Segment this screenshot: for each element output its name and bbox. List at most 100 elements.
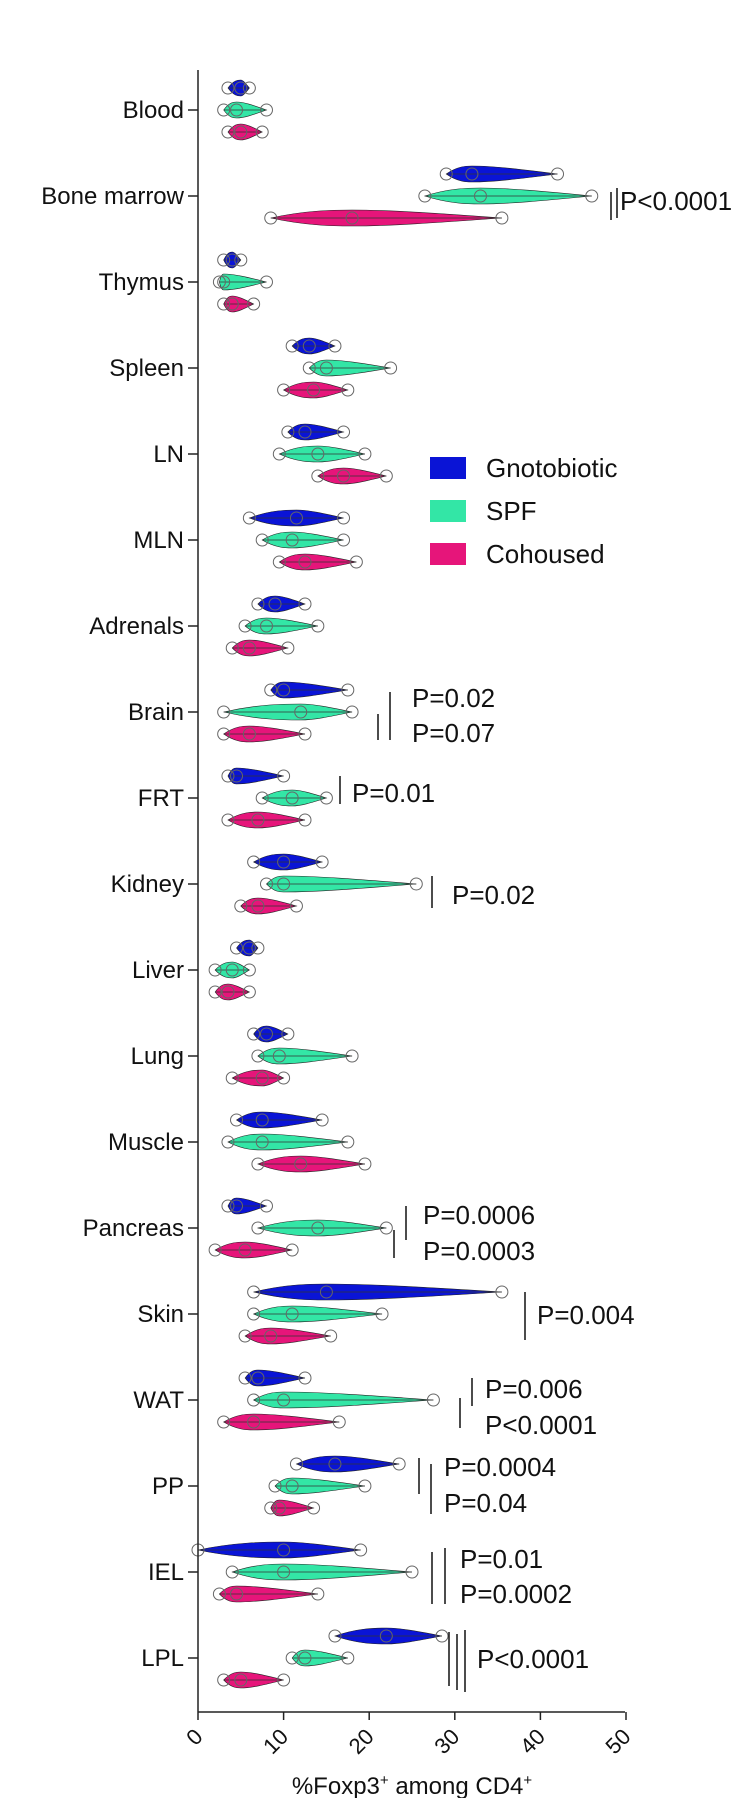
data-point [277,877,291,891]
data-point [268,1479,282,1493]
data-point [225,297,239,311]
data-point [212,1587,226,1601]
data-point [255,125,269,139]
data-point [221,1135,235,1149]
p-value-wat-0: P=0.006 [485,1374,583,1404]
data-point [225,641,239,655]
data-point [277,855,291,869]
data-point [289,511,303,525]
data-point [289,899,303,913]
data-point [294,1157,308,1171]
data-point [255,791,269,805]
data-point [238,1329,252,1343]
data-point [272,447,286,461]
y-tick-label-brain: Brain [128,699,184,726]
data-point [319,361,333,375]
data-point [272,1501,286,1515]
data-point [251,1049,265,1063]
data-point [251,1157,265,1171]
data-point [230,1113,244,1127]
data-point [307,1501,321,1515]
data-point [234,1673,248,1687]
data-point [251,1221,265,1235]
data-point [551,167,565,181]
data-point [208,1243,222,1257]
p-value-pancreas-1: P=0.0003 [423,1236,535,1266]
data-point [298,1651,312,1665]
data-point [251,597,265,611]
x-axis-label: %Foxp3+ among CD4+ [292,1772,533,1798]
data-point [294,705,308,719]
data-point [251,941,265,955]
data-point [242,511,256,525]
data-point [255,533,269,547]
data-point [298,597,312,611]
data-point [495,1285,509,1299]
data-point [405,1565,419,1579]
data-point [255,1135,269,1149]
data-point [328,1629,342,1643]
data-point [337,511,351,525]
x-tick-label-30: 30 [429,1724,464,1759]
data-point [358,447,372,461]
data-point [311,447,325,461]
data-point [285,1651,299,1665]
data-point [234,253,248,267]
data-point [221,813,235,827]
data-point [302,339,316,353]
data-point [345,211,359,225]
y-tick-label-pancreas: Pancreas [83,1215,184,1242]
data-point [298,813,312,827]
y-tick-label-lung: Lung [131,1043,184,1070]
data-point [409,877,423,891]
data-point [234,81,248,95]
x-tick-label-20: 20 [344,1724,379,1759]
data-point [277,383,291,397]
data-point [328,339,342,353]
p-value-wat-1: P<0.0001 [485,1410,597,1440]
data-point [426,1393,440,1407]
data-point [242,963,256,977]
p-value-pp-1: P=0.04 [444,1488,527,1518]
data-point [392,1457,406,1471]
data-point [302,361,316,375]
legend: Gnotobiotic SPF Cohoused [430,453,618,569]
data-point [345,1049,359,1063]
data-point [298,1371,312,1385]
data-point [221,1199,235,1213]
p-value-brain-0: P=0.02 [412,683,495,713]
data-point [298,727,312,741]
data-point [225,963,239,977]
data-point [221,81,235,95]
y-tick-label-frt: FRT [138,785,185,812]
p-value-bone-marrow-0: P<0.0001 [620,186,732,216]
x-tick-label-40: 40 [515,1724,550,1759]
data-point [585,189,599,203]
p-value-iel-0: P=0.01 [460,1544,543,1574]
data-point [259,1027,273,1041]
data-point [225,253,239,267]
data-point [264,683,278,697]
violins [191,79,599,1689]
data-point [272,1049,286,1063]
data-point [221,769,235,783]
data-point [277,1071,291,1085]
data-point [418,189,432,203]
y-tick-label-bone-marrow: Bone marrow [41,183,184,210]
data-point [238,1371,252,1385]
y-tick-label-thymus: Thymus [99,269,184,296]
data-point [259,1199,273,1213]
data-point [247,1307,261,1321]
data-point [328,1457,342,1471]
y-tick-label-muscle: Muscle [108,1129,184,1156]
data-point [315,1113,329,1127]
data-point [238,619,252,633]
legend-label-cohoused: Cohoused [486,539,605,569]
data-point [435,1629,449,1643]
data-point [225,1565,239,1579]
data-point [311,469,325,483]
data-point [337,533,351,547]
data-point [285,791,299,805]
data-point [285,1243,299,1257]
y-tick-label-liver: Liver [132,957,184,984]
